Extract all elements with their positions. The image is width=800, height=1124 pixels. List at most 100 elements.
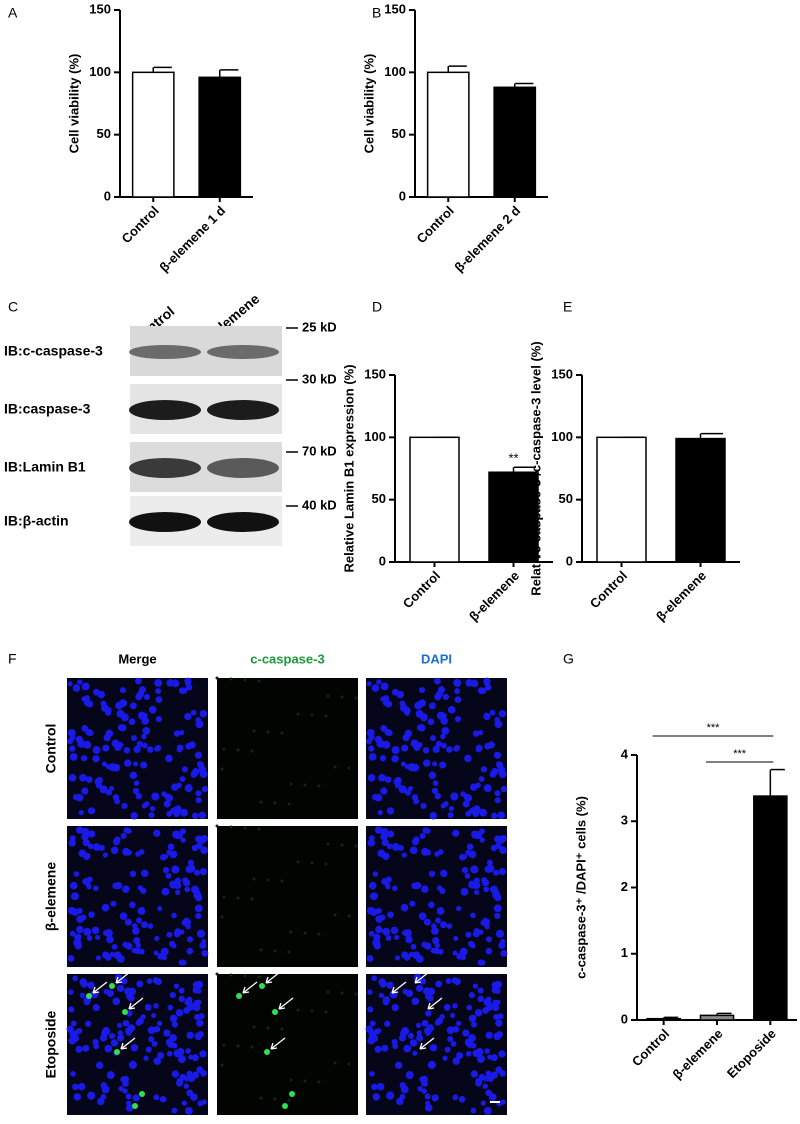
nucleus — [171, 1042, 178, 1049]
nucleus — [117, 1030, 123, 1036]
nucleus — [377, 849, 386, 858]
nucleus — [485, 1089, 493, 1097]
nucleus — [385, 935, 392, 941]
nucleus — [171, 1021, 179, 1028]
nucleus — [490, 885, 498, 894]
nucleus — [191, 1054, 199, 1062]
nucleus — [485, 1031, 493, 1039]
nucleus — [171, 865, 180, 874]
nucleus — [171, 1107, 178, 1114]
nucleus — [387, 911, 394, 918]
nucleus — [368, 881, 377, 890]
y-axis-title: c-caspase-3⁺ /DAPI⁺ cells (%) — [573, 796, 588, 979]
micrograph — [366, 677, 508, 820]
nucleus — [448, 805, 455, 812]
faint-signal — [310, 713, 314, 717]
nucleus — [127, 1024, 136, 1032]
nucleus — [169, 1014, 178, 1023]
nucleus — [196, 929, 206, 938]
nucleus — [129, 870, 137, 878]
faint-signal — [266, 1026, 270, 1030]
apoptotic-cell — [109, 983, 115, 989]
y-tick-label: 2 — [621, 879, 628, 894]
nucleus — [69, 881, 78, 890]
faint-signal — [273, 949, 277, 953]
nucleus — [497, 811, 505, 819]
nucleus — [374, 735, 383, 744]
nucleus — [180, 837, 186, 843]
nucleus — [192, 1003, 201, 1012]
nucleus — [476, 1055, 485, 1064]
bar — [596, 436, 647, 563]
nucleus — [88, 830, 96, 838]
apoptotic-cell — [132, 1103, 138, 1109]
blot-row-label: IB:c-caspase-3 — [4, 343, 103, 359]
nucleus — [477, 730, 484, 736]
row-label: Etoposide — [43, 1010, 59, 1078]
y-tick-label: 1 — [621, 945, 628, 960]
nucleus — [78, 849, 87, 858]
bar — [753, 795, 788, 1021]
nucleus — [490, 1071, 499, 1079]
nucleus — [91, 926, 100, 935]
nucleus — [440, 869, 448, 878]
nucleus — [403, 1044, 412, 1053]
nucleus — [405, 935, 413, 944]
nucleus — [393, 778, 402, 786]
faint-signal — [326, 842, 330, 846]
nucleus — [117, 1034, 125, 1042]
nucleus — [192, 812, 199, 819]
x-tick-label: β-elemene 2 d — [451, 203, 523, 275]
nucleus — [429, 1044, 438, 1052]
panel-label: E — [563, 299, 572, 315]
nucleus — [442, 693, 450, 701]
nucleus — [186, 1089, 194, 1097]
nucleus — [68, 1006, 75, 1013]
faint-signal — [215, 824, 219, 828]
nucleus — [114, 744, 122, 752]
nucleus — [92, 746, 101, 755]
nucleus — [85, 776, 93, 783]
nucleus — [92, 1038, 99, 1046]
arrow — [120, 1037, 136, 1050]
faint-signal — [236, 896, 240, 900]
nucleus — [376, 1082, 385, 1091]
faint-signal — [280, 1027, 284, 1031]
nucleus — [137, 885, 144, 891]
nucleus — [167, 1042, 174, 1048]
nucleus — [86, 700, 94, 708]
nucleus — [485, 936, 493, 943]
nucleus — [199, 1050, 207, 1058]
nucleus — [376, 679, 382, 685]
faint-signal — [287, 950, 291, 954]
row-label: β-elemene — [43, 862, 59, 931]
nucleus — [366, 681, 372, 687]
nucleus — [494, 980, 503, 989]
nucleus — [470, 865, 479, 874]
nucleus — [384, 1020, 391, 1027]
y-tick-label: 0 — [379, 553, 386, 568]
nucleus — [470, 783, 478, 791]
nucleus — [130, 735, 137, 742]
nucleus — [187, 864, 196, 873]
nucleus — [98, 844, 105, 851]
nucleus — [411, 882, 419, 890]
nucleus — [119, 687, 127, 694]
nucleus — [177, 1055, 186, 1064]
faint-signal — [257, 679, 261, 683]
nucleus — [471, 830, 479, 839]
nucleus — [459, 947, 468, 956]
nucleus — [185, 1048, 191, 1054]
nucleus — [194, 869, 201, 876]
nucleus — [464, 872, 471, 879]
bar — [488, 471, 539, 563]
nucleus — [417, 1085, 423, 1092]
faint-signal — [266, 878, 270, 882]
micrograph-background — [217, 678, 358, 819]
nucleus — [97, 1097, 105, 1106]
nucleus — [75, 735, 84, 744]
nucleus — [73, 1093, 81, 1101]
nucleus — [127, 994, 135, 1002]
nucleus — [113, 951, 122, 960]
nucleus — [141, 921, 148, 929]
